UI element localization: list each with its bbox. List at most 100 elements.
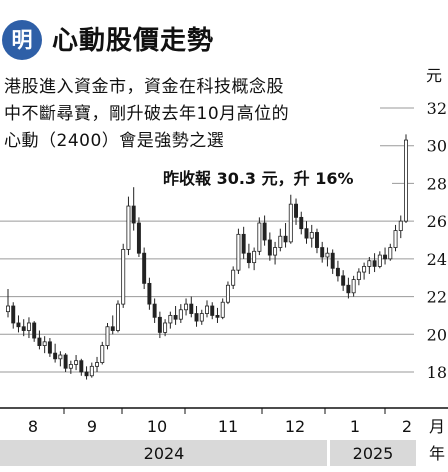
candlestick [215,307,220,323]
candle-body [304,228,309,239]
candle-body [383,254,388,260]
candlestick [110,315,115,335]
candlestick [398,215,403,239]
year-label: 2024 [144,444,185,463]
candle-body [393,230,398,248]
candlestick-series [6,134,408,380]
candle-body [262,222,267,241]
candlestick [79,358,84,376]
candle-body [246,252,251,264]
y-tick-label: 26 [427,212,447,231]
candlestick [362,262,367,280]
candle-body [335,267,340,277]
candle-body [231,269,236,286]
candlestick [231,266,236,290]
candlestick [68,360,73,374]
candle-body [152,303,157,318]
candle-body [26,322,31,331]
lead-line-3: 心動（2400）會是強勢之選 [4,131,225,151]
candle-body [273,247,278,256]
candle-body [220,301,225,318]
candle-body [142,252,147,284]
candlestick [320,241,325,263]
candlestick [163,319,168,337]
candle-body [294,203,298,218]
year-unit: 年 [429,444,445,463]
candlestick [58,351,63,367]
y-tick-label: 22 [427,288,447,307]
candlestick [63,353,68,372]
candlestick [152,298,157,323]
candlestick [189,296,194,318]
candle-body [330,252,335,269]
candlestick [356,268,361,286]
lead-line-2: 中不斷尋寶，剛升破去年10月高位的 [4,104,290,124]
candlestick [241,226,246,259]
candle-body [236,233,241,271]
candle-body [110,326,115,331]
candle-body [95,362,99,367]
month-label: 10 [147,417,167,436]
candlestick [246,243,251,269]
candlestick [89,362,94,378]
candle-body [126,205,131,250]
y-tick-label: 32 [427,99,447,118]
candle-body [21,326,26,331]
candle-body [194,313,199,322]
candlestick [136,217,141,257]
y-tick-label: 24 [427,250,447,269]
candlestick [315,228,319,254]
candle-body [100,345,105,363]
candle-body [16,322,21,328]
candle-body [68,364,73,369]
candlestick [42,336,47,354]
candle-body [173,315,178,320]
y-tick-label: 18 [427,363,447,382]
candle-body [58,354,63,360]
y-tick-label: 20 [427,325,447,344]
candle-body [184,303,189,311]
candlestick [236,228,241,274]
candlestick [383,247,388,265]
candlestick [37,330,42,350]
candlestick [299,211,304,235]
candle-body [178,309,183,320]
candle-body [372,260,377,267]
logo-badge: 明 [2,20,42,60]
candlestick [26,317,31,339]
y-tick-label: 30 [427,137,447,156]
candle-body [367,260,372,267]
candle-body [163,322,168,333]
candlestick [47,338,52,357]
y-tick-label: 28 [427,174,447,193]
candle-body [199,313,204,322]
candlestick [278,228,283,252]
candlestick [404,134,408,224]
price-annotation: 昨收報 30.3 元，升 16% [163,169,354,188]
candle-body [341,275,346,286]
grid-lines [0,107,414,373]
y-axis: 元 18 20 22 24 26 28 30 32 [426,66,447,382]
candlestick [225,281,230,305]
candle-body [215,315,220,318]
candle-body [84,371,89,377]
candle-body [210,305,215,316]
candle-body [47,341,52,354]
candle-body [288,203,293,243]
candlestick [393,224,398,252]
candle-body [53,352,58,360]
month-label: 1 [350,417,360,436]
candlestick [184,298,189,316]
candle-body [168,315,173,324]
candle-body [320,247,325,258]
candle-body [278,235,283,248]
candlestick [257,217,262,256]
candle-body [257,222,262,252]
candlestick [341,270,346,291]
candlestick [16,315,21,333]
y-axis-unit: 元 [426,66,442,85]
candlestick [294,198,298,225]
candlestick [220,298,225,320]
